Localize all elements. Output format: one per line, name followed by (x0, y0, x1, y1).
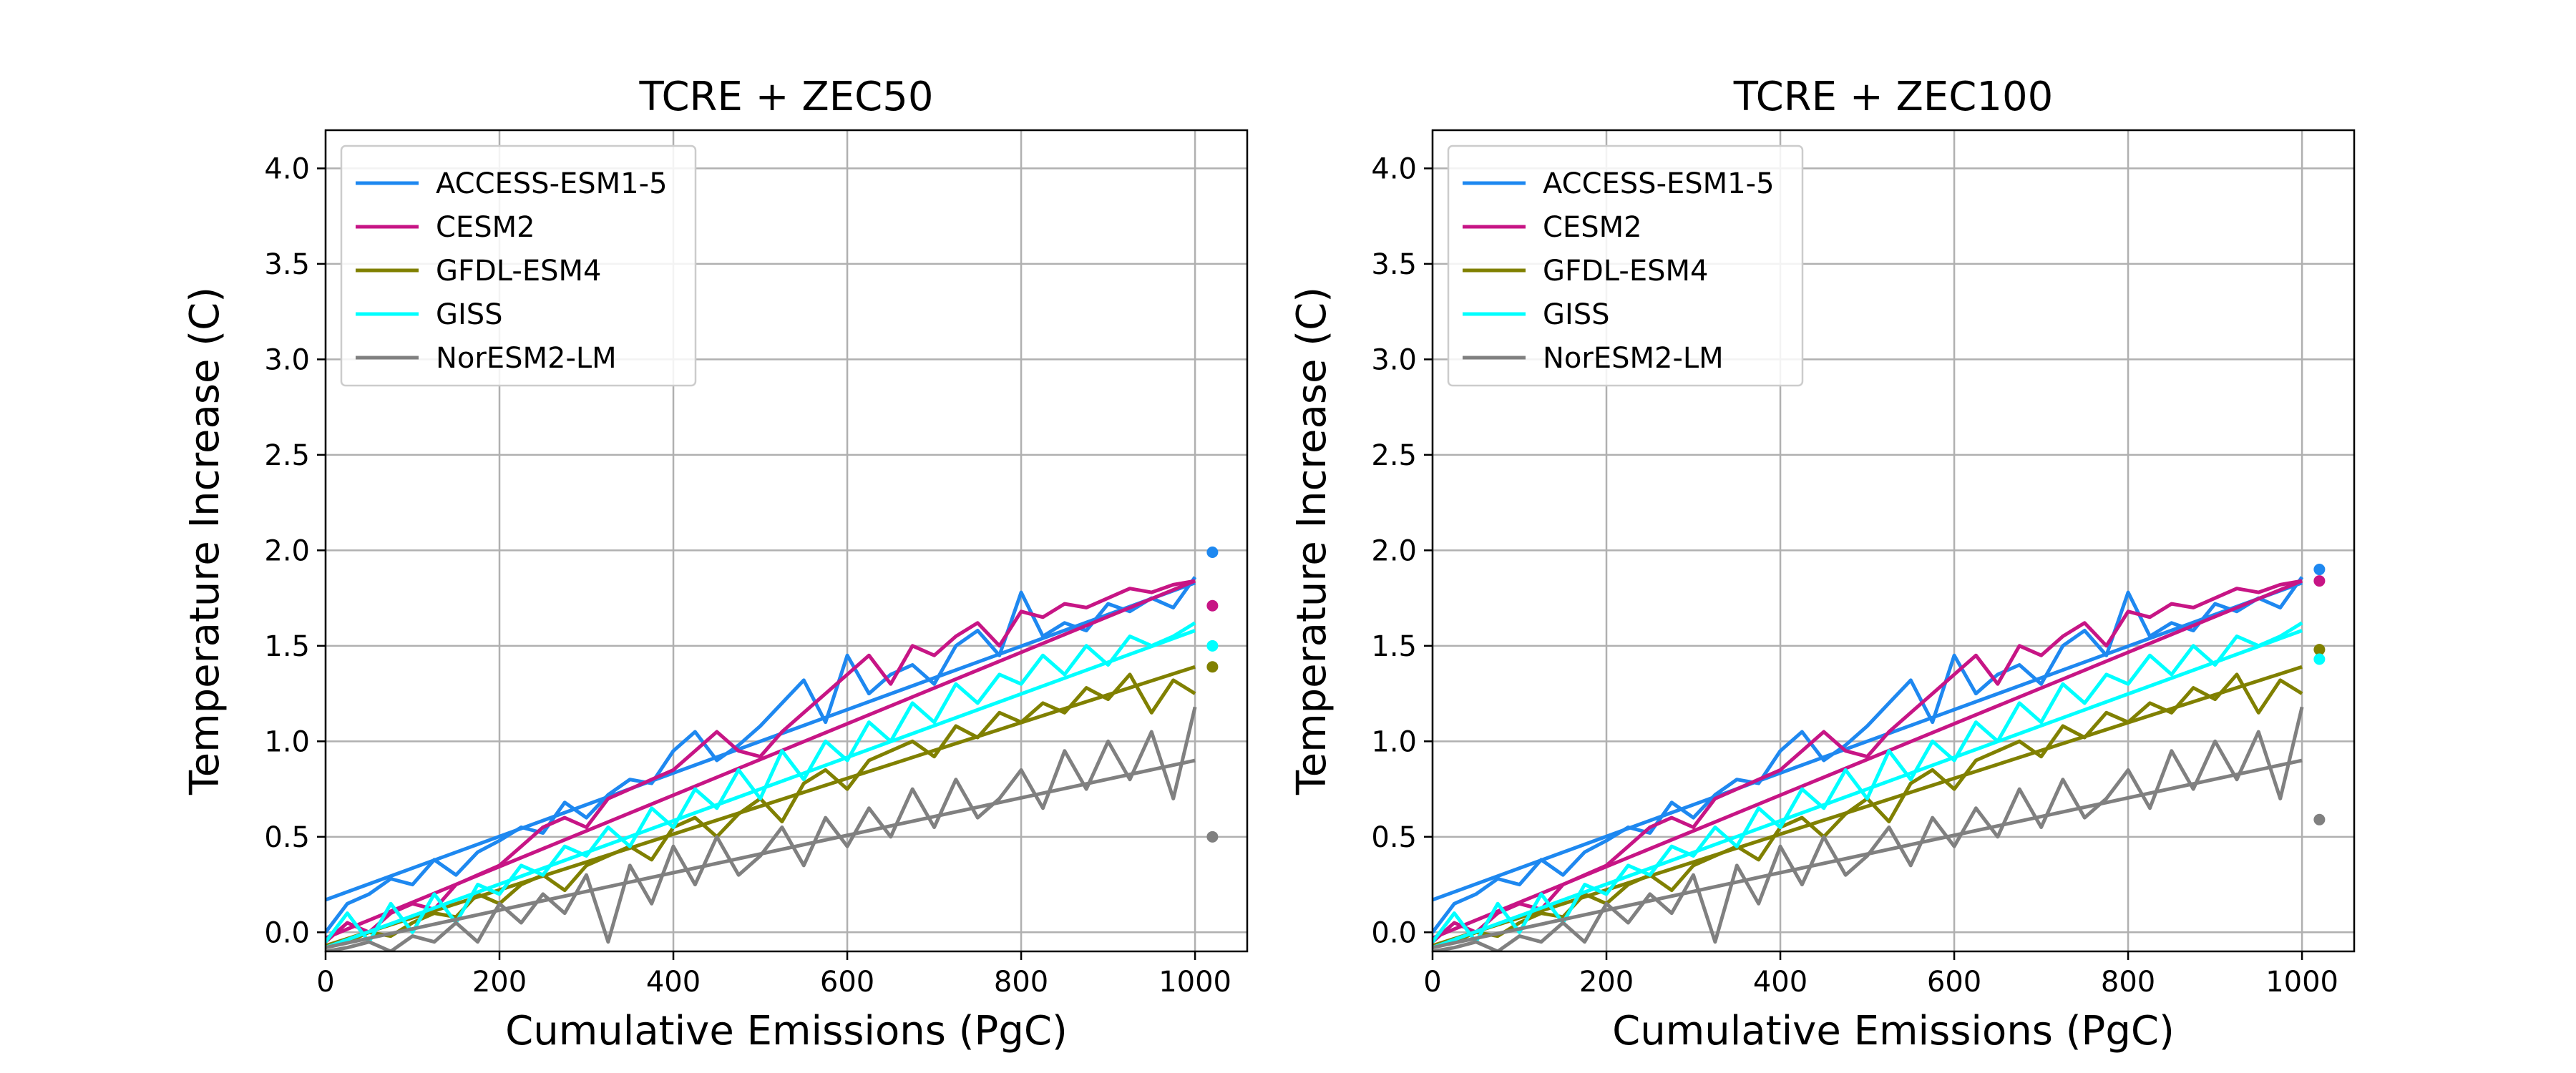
y-tick-label: 1.0 (1371, 725, 1417, 758)
fit-line-GFDL-ESM4 (1433, 665, 2303, 948)
legend-box (340, 144, 697, 387)
zec-point-ACCESS-ESM1-5 (2313, 564, 2326, 576)
legend-label: GISS (1543, 298, 1610, 331)
fit-line-GISS (326, 629, 1196, 950)
zec-point-GISS (1206, 640, 1219, 652)
y-tick-label: 3.5 (1371, 248, 1417, 281)
legend-label: GISS (436, 298, 503, 331)
zec-point-CESM2 (1206, 599, 1219, 612)
x-tick-label: 400 (646, 966, 701, 999)
x-tick-label: 0 (316, 966, 334, 999)
y-tick-label: 2.0 (1371, 534, 1417, 567)
y-tick-label: 2.5 (264, 439, 310, 472)
zec-point-GISS (2313, 653, 2326, 665)
x-tick-label: 600 (820, 966, 874, 999)
zec-point-CESM2 (2313, 575, 2326, 587)
fit-line-CESM2 (1433, 579, 2303, 940)
series-line-GISS (326, 621, 1196, 944)
zec-point-NorESM2-LM (2313, 813, 2326, 825)
x-tick-label: 800 (994, 966, 1048, 999)
y-tick-label: 0.5 (264, 821, 310, 854)
x-tick-label: 600 (1927, 966, 1981, 999)
legend-label: GFDL-ESM4 (1543, 255, 1708, 288)
legend-label: NorESM2-LM (1543, 342, 1724, 375)
y-tick-label: 0.0 (1371, 916, 1417, 949)
x-tick-label: 0 (1423, 966, 1441, 999)
fit-line-ACCESS-ESM1-5 (1433, 581, 2303, 902)
legend: ACCESS-ESM1-5 CESM2 GFDL-ESM4 GISS NorESM2-L… (340, 144, 697, 387)
legend-label: ACCESS-ESM1-5 (436, 167, 668, 200)
series-line-ACCESS-ESM1-5 (326, 576, 1197, 934)
series-line-NorESM2-LM (1433, 706, 2304, 951)
fit-line-GFDL-ESM4 (326, 665, 1196, 948)
series-line-NorESM2-LM (326, 706, 1197, 951)
series-line-GFDL-ESM4 (1433, 672, 2303, 950)
y-tick-label: 3.5 (264, 248, 310, 281)
zec-point-GFDL-ESM4 (2313, 644, 2326, 656)
fit-line-GISS (1433, 629, 2303, 950)
series-line-GISS (1433, 621, 2303, 944)
zec-point-ACCESS-ESM1-5 (1206, 547, 1219, 559)
fit-line-ACCESS-ESM1-5 (326, 581, 1196, 902)
legend-label: ACCESS-ESM1-5 (1543, 167, 1775, 200)
series-line-GFDL-ESM4 (326, 672, 1196, 950)
y-axis-label: Temperature Increase (C) (1289, 287, 1335, 795)
legend: ACCESS-ESM1-5 CESM2 GFDL-ESM4 GISS NorESM2-L… (1447, 144, 1804, 387)
y-tick-label: 4.0 (264, 152, 310, 185)
fit-line-NorESM2-LM (1433, 758, 2303, 950)
x-axis-label: Cumulative Emissions (PgC) (505, 1008, 1068, 1054)
zec-point-NorESM2-LM (1206, 831, 1219, 843)
chart-title: TCRE + ZEC50 (639, 74, 934, 120)
y-tick-label: 3.0 (264, 343, 310, 376)
chart-panel-2: 0 200 400 600 800 1000 0.0 0.5 1.0 1.5 2.0 2.5 3.0 3.… (1289, 74, 2356, 1054)
legend-label: NorESM2-LM (436, 342, 617, 375)
y-tick-label: 2.0 (264, 534, 310, 567)
y-tick-label: 0.5 (1371, 821, 1417, 854)
legend-box (1447, 144, 1804, 387)
x-tick-label: 800 (2101, 966, 2155, 999)
y-tick-label: 4.0 (1371, 152, 1417, 185)
axes-frame (324, 129, 1249, 953)
x-tick-label: 1000 (1158, 966, 1231, 999)
axes-frame (1431, 129, 2356, 953)
zec-point-GFDL-ESM4 (1206, 661, 1219, 673)
y-tick-label: 3.0 (1371, 343, 1417, 376)
y-tick-label: 1.5 (264, 630, 310, 663)
x-tick-label: 1000 (2265, 966, 2338, 999)
y-tick-label: 2.5 (1371, 439, 1417, 472)
series-line-ACCESS-ESM1-5 (1433, 576, 2304, 934)
y-tick-label: 1.0 (264, 725, 310, 758)
y-axis-label: Temperature Increase (C) (182, 287, 228, 795)
x-tick-label: 400 (1753, 966, 1807, 999)
x-axis-label: Cumulative Emissions (PgC) (1612, 1008, 2175, 1054)
x-tick-label: 200 (1579, 966, 1634, 999)
fit-line-CESM2 (326, 579, 1196, 940)
chart-title: TCRE + ZEC100 (1733, 74, 2054, 120)
y-tick-label: 1.5 (1371, 630, 1417, 663)
legend-label: GFDL-ESM4 (436, 255, 601, 288)
x-tick-label: 200 (472, 966, 527, 999)
legend-label: CESM2 (436, 211, 535, 244)
fit-line-NorESM2-LM (326, 758, 1196, 950)
legend-label: CESM2 (1543, 211, 1642, 244)
chart-panel-1: 0 200 400 600 800 1000 0.0 0.5 1.0 1.5 2.0 2.5 3.0 3.… (182, 74, 1249, 1054)
y-tick-label: 0.0 (264, 916, 310, 949)
